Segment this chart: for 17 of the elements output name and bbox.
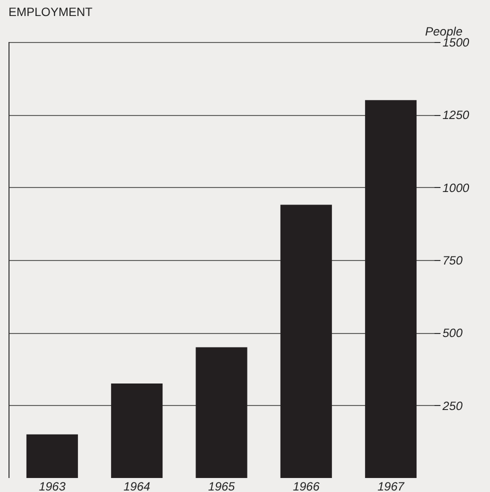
y-tick-label: 750	[442, 254, 463, 268]
y-tick-label: 1250	[442, 108, 470, 122]
bar	[111, 384, 163, 478]
bar	[280, 204, 332, 478]
y-axis-title: People	[425, 24, 463, 38]
chart-title: EMPLOYMENT	[8, 5, 94, 19]
x-tick-label: 1966	[292, 480, 320, 492]
bar	[26, 434, 78, 478]
y-tick-label: 500	[442, 326, 463, 340]
y-tick-label: 1000	[442, 180, 470, 195]
bar	[196, 347, 248, 478]
y-tick-label: 250	[442, 398, 463, 413]
bar	[365, 100, 417, 478]
x-tick-label: 1963	[38, 480, 66, 492]
x-tick-label: 1967	[377, 480, 406, 492]
x-tick-label: 1964	[123, 480, 151, 492]
x-tick-label: 1965	[208, 480, 236, 492]
